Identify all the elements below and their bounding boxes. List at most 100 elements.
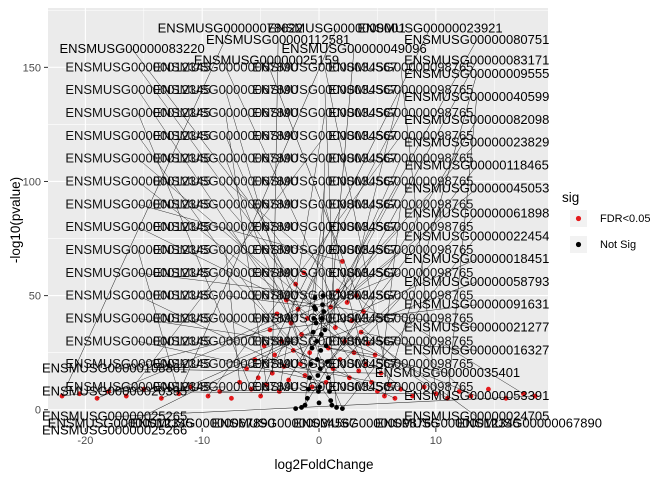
gene-label: ENSMUSG00000024705 [404,409,549,424]
gene-label: ENSMUSG00000034567 [252,151,397,166]
legend-title: sig [562,190,579,205]
gene-label: ENSMUSG00000025265 [42,409,187,424]
gene-label: ENSMUSG00000067890 [153,356,298,371]
y-tick-label: 150 [23,62,41,74]
gene-label: ENSMUSG00000098765 [328,82,473,97]
gene-label: ENSMUSG00000012345 [65,288,210,303]
leader-line [313,142,477,319]
data-point [318,347,324,353]
leader-line [143,386,226,390]
leader-line [324,341,350,378]
gene-label: ENSMUSG00000083171 [404,53,549,68]
gene-label: ENSMUSG00000067890 [153,265,298,280]
leader-line [272,39,279,374]
x-axis-title: log2FoldChange [274,457,373,472]
leader-line [225,295,315,308]
label-leader-lines [61,28,536,431]
leader-line [301,334,477,351]
leader-line [321,188,477,319]
y-tick-label: 50 [29,291,41,303]
leader-line [225,90,313,387]
data-point [229,395,234,401]
leader-line [61,28,231,397]
leader-line [225,204,355,353]
leader-line [207,135,401,397]
leader-line [137,341,327,383]
leader-line [254,359,401,388]
gene-label: ENSMUSG00000067890 [153,82,298,97]
leader-line [246,281,477,369]
gene-label: ENSMUSG00000098765 [328,356,473,371]
gene-label: ENSMUSG00000083220 [59,41,204,56]
gene-label: ENSMUSG00000012345 [65,265,210,280]
gene-label: ENSMUSG00000058793 [404,274,549,289]
legend-swatch-notsig [575,241,582,248]
y-tick-label: 0 [35,405,41,417]
leader-line [260,249,326,397]
gene-label: ENSMUSG00000067890 [130,415,275,430]
gene-label: ENSMUSG00000025266 [42,422,187,437]
gene-label: ENSMUSG00000012345 [65,310,210,325]
leader-line [225,290,338,342]
gene-label: ENSMUSG00000067890 [153,242,298,257]
data-point [308,361,314,367]
gene-label: ENSMUSG00000034567 [252,219,397,234]
data-point [293,406,299,411]
gene-label: ENSMUSG00000045053 [404,180,549,195]
y-axis-title: -log10(pvalue) [8,177,23,263]
leader-line [137,226,287,301]
data-point [261,343,267,349]
gene-label: ENSMUSG00000009555 [404,66,549,81]
gene-label: ENSMUSG00000034567 [211,415,356,430]
gene-label: ENSMUSG00000078622 [158,21,303,36]
gene-label: ENSMUSG00000034567 [252,105,397,120]
leader-line [279,112,326,392]
panel-background [48,8,548,428]
gene-label: ENSMUSG00000012345 [65,59,210,74]
gene-label: ENSMUSG00000098765 [328,379,473,394]
gene-label: ENSMUSG00000067890 [153,196,298,211]
data-point [456,389,462,394]
gene-label: ENSMUSG00000082098 [404,112,549,127]
gene-label: ENSMUSG00000098765 [328,128,473,143]
gene-label: ENSMUSG00000098765 [293,415,438,430]
leader-line [137,135,331,401]
data-point [320,302,325,308]
data-point [321,309,327,314]
legend: sig FDR<0.05 Not Sig [562,190,650,253]
gene-label: ENSMUSG00000034567 [252,265,397,280]
data-point [255,375,261,381]
leader-line [328,213,477,378]
leader-line [225,181,472,397]
gene-label: ENSMUSG00000049096 [281,41,426,56]
leader-line [288,39,477,381]
leader-line [400,67,437,394]
data-point [237,379,242,385]
legend-label-notsig: Not Sig [600,239,636,251]
leader-line [114,368,381,374]
gene-label: ENSMUSG00000018451 [404,251,549,266]
data-point [329,402,335,408]
leader-line [286,299,477,328]
x-tick-label: -20 [77,435,93,447]
leader-line [137,295,310,378]
leader-line [131,48,305,273]
gene-label: ENSMUSG00000118465 [405,158,549,173]
gene-label: ENSMUSG00000012345 [48,415,193,430]
leader-line [225,67,372,383]
gene-label: ENSMUSG00000067890 [153,105,298,120]
leader-line [384,74,477,397]
leader-line [324,272,337,408]
leader-line [330,49,355,308]
leader-line [225,135,343,409]
x-tick-label: 10 [430,435,442,447]
gene-label: ENSMUSG00000034567 [252,82,397,97]
data-point [297,361,303,367]
leader-line [225,226,299,310]
gene-label: ENSMUSG00000053391 [404,388,549,403]
leader-line [137,158,316,310]
data-point [503,395,509,401]
gene-label: ENSMUSG00000067890 [153,59,298,74]
x-tick-label: -10 [194,435,210,447]
gene-label: ENSMUSG00000034567 [252,196,397,211]
